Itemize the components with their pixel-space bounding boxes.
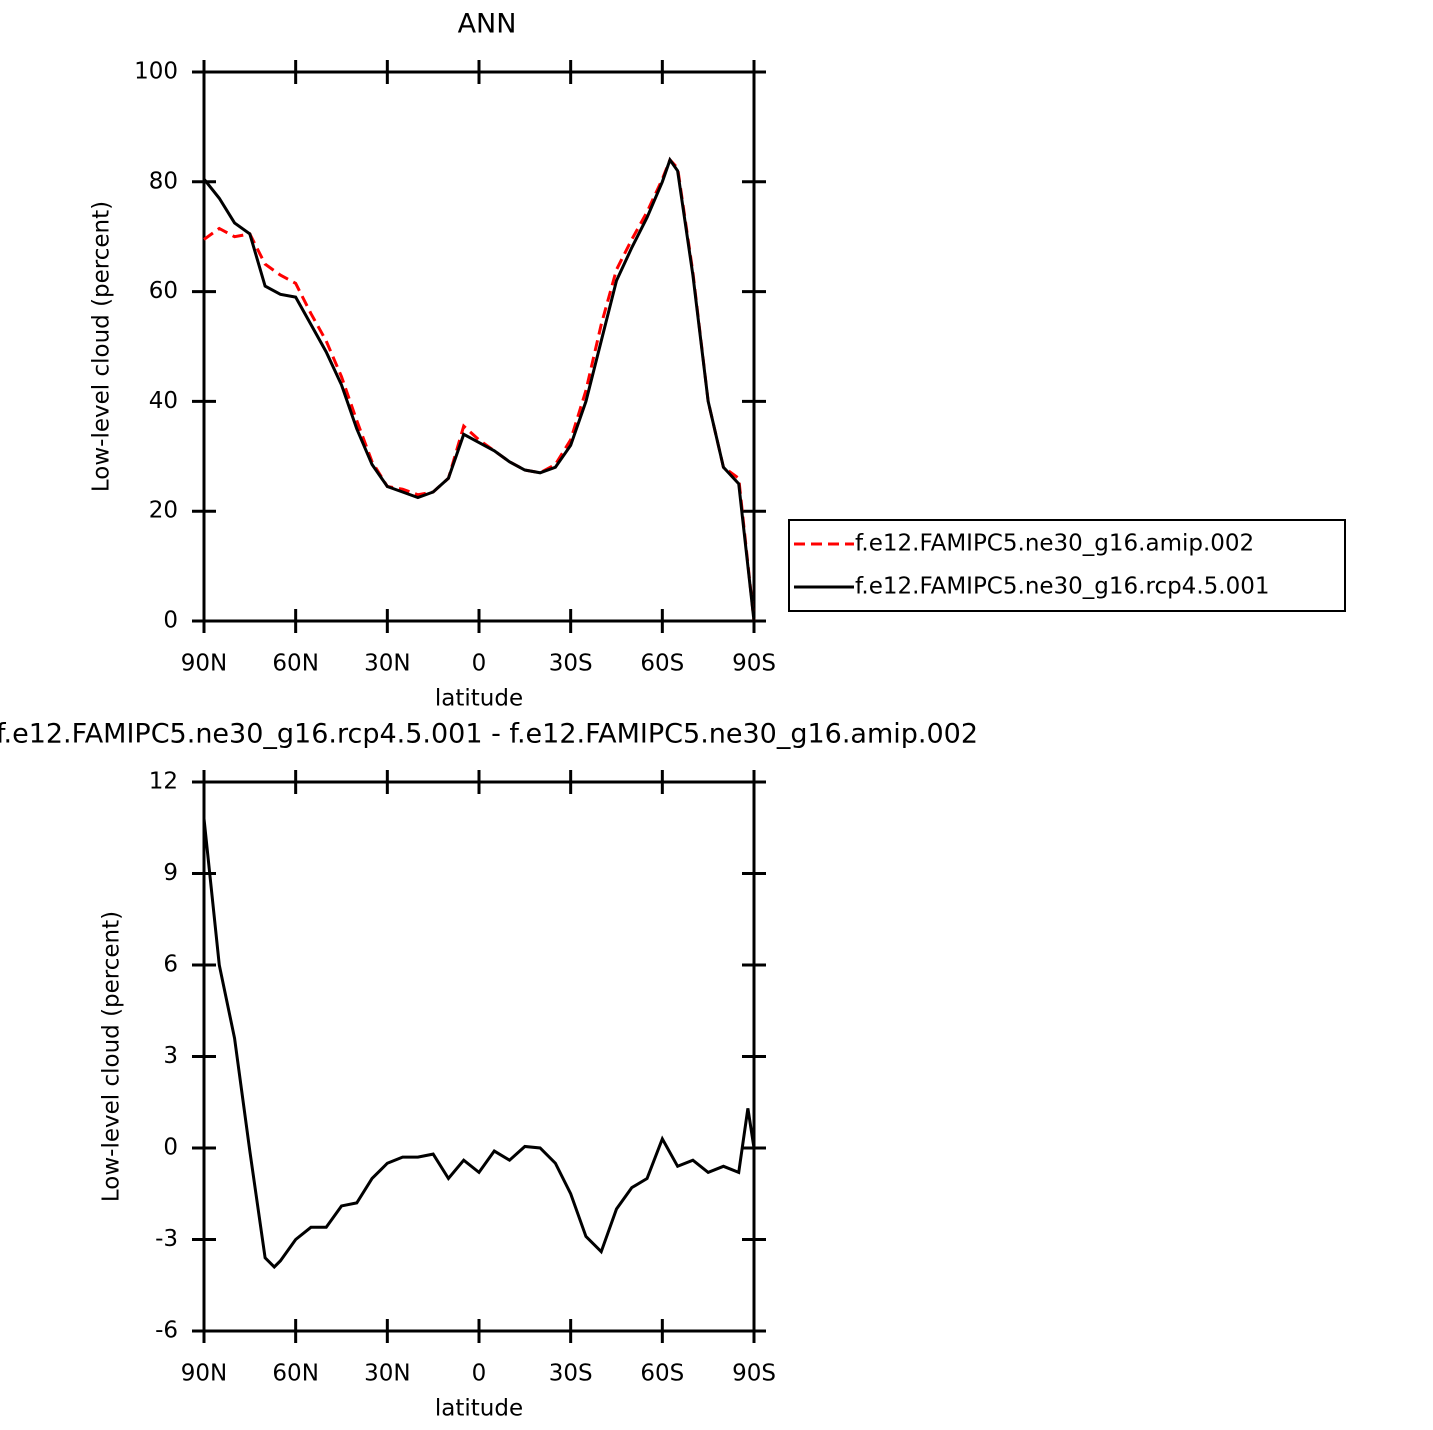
chart-title: ANN (458, 9, 517, 40)
y-tick-label: 40 (149, 388, 178, 414)
x-tick-label: 30N (364, 1361, 410, 1387)
plot-frame (202, 70, 756, 623)
y-tick-label: -3 (155, 1226, 178, 1252)
x-tick-label: 30S (549, 651, 593, 677)
x-tick-label: 90N (181, 651, 227, 677)
legend-label: f.e12.FAMIPC5.ne30_g16.amip.002 (855, 531, 1254, 557)
x-tick-label: 90S (732, 651, 776, 677)
y-tick-label: 0 (163, 1135, 178, 1161)
x-tick-label: 60S (640, 1361, 684, 1387)
x-tick-label: 30N (364, 651, 410, 677)
y-axis-label: Low-level cloud (percent) (89, 201, 115, 492)
x-tick-label: 90N (181, 1361, 227, 1387)
data-line (203, 157, 756, 622)
x-tick-label: 60N (272, 1361, 318, 1387)
y-tick-label: 6 (163, 952, 178, 978)
y-axis-label: Low-level cloud (percent) (99, 911, 125, 1202)
y-tick-label: 80 (149, 168, 178, 194)
plot-frame (202, 780, 756, 1333)
y-tick-label: 3 (163, 1043, 178, 1069)
y-tick-label: 12 (149, 769, 178, 795)
y-tick-label: 60 (149, 278, 178, 304)
y-tick-label: 9 (163, 860, 178, 886)
legend-box (788, 519, 1346, 612)
x-tick-label: 30S (549, 1361, 593, 1387)
legend-label: f.e12.FAMIPC5.ne30_g16.rcp4.5.001 (855, 574, 1269, 600)
x-axis-label: latitude (435, 686, 523, 712)
x-tick-label: 60S (640, 651, 684, 677)
x-tick-label: 60N (272, 651, 318, 677)
data-line (202, 156, 756, 622)
y-tick-label: -6 (155, 1318, 178, 1344)
y-tick-label: 20 (149, 498, 178, 524)
x-tick-label: 0 (472, 651, 487, 677)
x-axis-label: latitude (435, 1396, 523, 1422)
y-tick-label: 0 (163, 608, 178, 634)
data-line (202, 818, 756, 1270)
y-tick-label: 100 (134, 59, 178, 85)
x-tick-label: 90S (732, 1361, 776, 1387)
x-tick-label: 0 (472, 1361, 487, 1387)
chart-title: f.e12.FAMIPC5.ne30_g16.rcp4.5.001 - f.e1… (0, 719, 978, 750)
